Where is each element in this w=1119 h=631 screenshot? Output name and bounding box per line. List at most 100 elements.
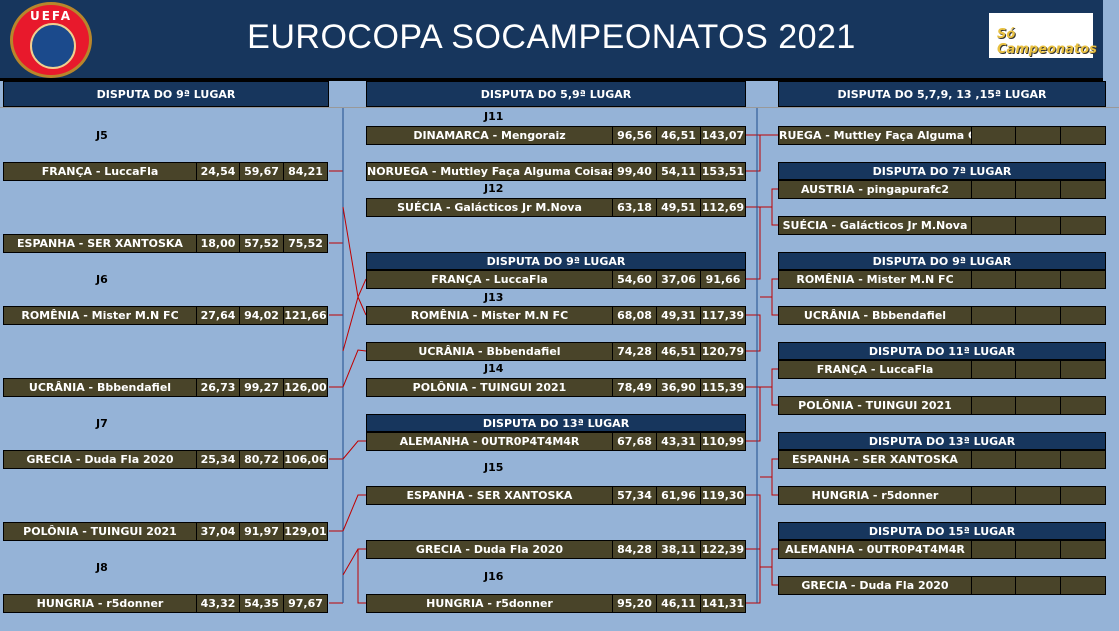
match-row[interactable]: ESPANHA - SER XANTOSKA — [778, 450, 1106, 469]
match-row[interactable]: POLÔNIA - TUINGUI 2021 78,49 36,90 115,39 — [366, 378, 746, 397]
connector-line — [746, 134, 761, 172]
match-row[interactable]: NORUEGA - Muttley Faça Alguma Coisaaa 99,… — [366, 162, 746, 181]
score-cell: 36,90 — [656, 379, 700, 396]
match-row[interactable]: GRECIA - Duda Fla 2020 25,34 80,72 106,06 — [3, 450, 328, 469]
match-row[interactable]: SUÉCIA - Galácticos Jr M.Nova 63,18 49,51 1… — [366, 198, 746, 217]
team-name: GRECIA - Duda Fla 2020 — [26, 453, 174, 466]
match-label: J7 — [96, 417, 108, 430]
section-header-left: DISPUTA DO 9ª LUGAR — [3, 81, 329, 107]
match-label: J16 — [484, 570, 504, 583]
match-row[interactable]: HUNGRIA - r5donner 43,32 54,35 97,67 — [3, 594, 328, 613]
score-cell: 126,00 — [283, 379, 327, 396]
team-name: NORUEGA - Muttley Faça Alguma Coisaaa — [367, 165, 612, 178]
connector-line — [342, 206, 367, 299]
match-row[interactable]: GRECIA - Duda Fla 2020 84,28 38,11 122,39 — [366, 540, 746, 559]
score-cell — [971, 271, 1015, 288]
match-row[interactable]: DINAMARCA - Mengoraiz 96,56 46,51 143,07 — [366, 126, 746, 145]
score-cell: 106,06 — [283, 451, 327, 468]
match-label: J15 — [484, 461, 504, 474]
score-cell: 61,96 — [656, 487, 700, 504]
team-name: UCRÂNIA - Bbbendafiel — [28, 381, 172, 394]
team-name: ESPANHA - SER XANTOSKA — [17, 237, 183, 250]
score-cell — [1060, 271, 1105, 288]
score-cell — [1060, 217, 1105, 234]
team-name: RUEGA - Muttley Faça Alguma Cois — [779, 129, 971, 142]
match-row[interactable]: ALEMANHA - 0UTR0P4T4M4R 67,68 43,31 110,99 — [366, 432, 746, 451]
score-cell: 57,34 — [612, 487, 656, 504]
score-cell — [1060, 127, 1105, 144]
match-row[interactable]: FRANÇA - LuccaFla 54,60 37,06 91,66 — [366, 270, 746, 289]
match-row[interactable]: ALEMANHA - 0UTR0P4T4M4R — [778, 540, 1106, 559]
match-label: J14 — [484, 362, 504, 375]
match-row[interactable]: ESPANHA - SER XANTOSKA 57,34 61,96 119,30 — [366, 486, 746, 505]
score-cell: 121,66 — [283, 307, 327, 324]
connector-line — [746, 206, 761, 280]
match-label: J5 — [96, 129, 108, 142]
score-cell — [1015, 127, 1060, 144]
team-name: SUÉCIA - Galácticos Jr M.Nova — [397, 201, 582, 214]
connector-line — [342, 494, 366, 532]
score-cell: 74,28 — [612, 343, 656, 360]
brand-logo-text: Só Campeonatos — [997, 27, 1097, 57]
match-row[interactable]: ESPANHA - SER XANTOSKA 18,00 57,52 75,52 — [3, 234, 328, 253]
score-cell — [971, 541, 1015, 558]
score-cell — [1015, 397, 1060, 414]
connector-line — [357, 549, 366, 604]
europe-globe-icon — [30, 23, 76, 69]
team-name: ROMÊNIA - Mister M.N FC — [21, 309, 179, 322]
team-name: FRANÇA - LuccaFla — [431, 273, 548, 286]
team-name: HUNGRIA - r5donner — [36, 597, 164, 610]
match-row[interactable]: HUNGRIA - r5donner 95,20 46,11 141,31 — [366, 594, 746, 613]
match-row[interactable]: UCRÂNIA - Bbbendafiel 74,28 46,51 120,79 — [366, 342, 746, 361]
team-name: UCRÂNIA - Bbbendafiel — [418, 345, 561, 358]
team-name: ALEMANHA - 0UTR0P4T4M4R — [785, 543, 965, 556]
score-cell: 115,39 — [700, 379, 745, 396]
match-label: J11 — [484, 110, 504, 123]
score-cell: 84,21 — [283, 163, 327, 180]
team-name: ROMÊNIA - Mister M.N FC — [410, 309, 569, 322]
score-cell — [1060, 577, 1105, 594]
score-cell — [1060, 397, 1105, 414]
match-row[interactable]: ROMÊNIA - Mister M.N FC 27,64 94,02 121,66 — [3, 306, 328, 325]
score-cell: 54,35 — [239, 595, 283, 612]
score-cell — [1060, 361, 1105, 378]
match-row[interactable]: GRECIA - Duda Fla 2020 — [778, 576, 1106, 595]
score-cell — [1015, 487, 1060, 504]
match-row[interactable]: ROMÊNIA - Mister M.N FC 68,08 49,31 117,39 — [366, 306, 746, 325]
match-row[interactable]: UCRÂNIA - Bbbendafiel 26,73 99,27 126,00 — [3, 378, 328, 397]
score-cell — [971, 451, 1015, 468]
connector-line — [342, 295, 367, 352]
match-label: J13 — [484, 291, 504, 304]
score-cell — [971, 307, 1015, 324]
score-cell: 99,40 — [612, 163, 656, 180]
match-row[interactable]: FRANÇA - LuccaFla 24,54 59,67 84,21 — [3, 162, 328, 181]
score-cell — [1015, 361, 1060, 378]
match-header: DISPUTA DO 7ª LUGAR — [778, 162, 1106, 180]
match-row[interactable]: HUNGRIA - r5donner — [778, 486, 1106, 505]
score-cell — [971, 397, 1015, 414]
team-name: POLÔNIA - TUINGUI 2021 — [412, 381, 567, 394]
match-row[interactable]: AUSTRIA - pingapurafc2 — [778, 180, 1106, 199]
score-cell — [971, 181, 1015, 198]
divider — [0, 107, 1119, 108]
team-name: ROMÊNIA - Mister M.N FC — [796, 273, 954, 286]
score-cell: 141,31 — [700, 595, 745, 612]
score-cell: 96,56 — [612, 127, 656, 144]
match-row[interactable]: POLÔNIA - TUINGUI 2021 — [778, 396, 1106, 415]
match-row[interactable]: SUÉCIA - Galácticos Jr M.Nova — [778, 216, 1106, 235]
match-row[interactable]: ROMÊNIA - Mister M.N FC — [778, 270, 1106, 289]
match-row[interactable]: POLÔNIA - TUINGUI 2021 37,04 91,97 129,01 — [3, 522, 328, 541]
score-cell: 46,51 — [656, 343, 700, 360]
match-row[interactable]: RUEGA - Muttley Faça Alguma Cois — [778, 126, 1106, 145]
match-row[interactable]: FRANÇA - LuccaFla — [778, 360, 1106, 379]
connector-line — [329, 314, 344, 388]
score-cell — [1060, 181, 1105, 198]
score-cell: 59,67 — [239, 163, 283, 180]
score-cell — [1015, 181, 1060, 198]
team-name: FRANÇA - LuccaFla — [41, 165, 159, 178]
match-row[interactable]: UCRÂNIA - Bbbendafiel — [778, 306, 1106, 325]
score-cell — [971, 127, 1015, 144]
connector-line — [342, 349, 367, 388]
score-cell: 91,97 — [239, 523, 283, 540]
